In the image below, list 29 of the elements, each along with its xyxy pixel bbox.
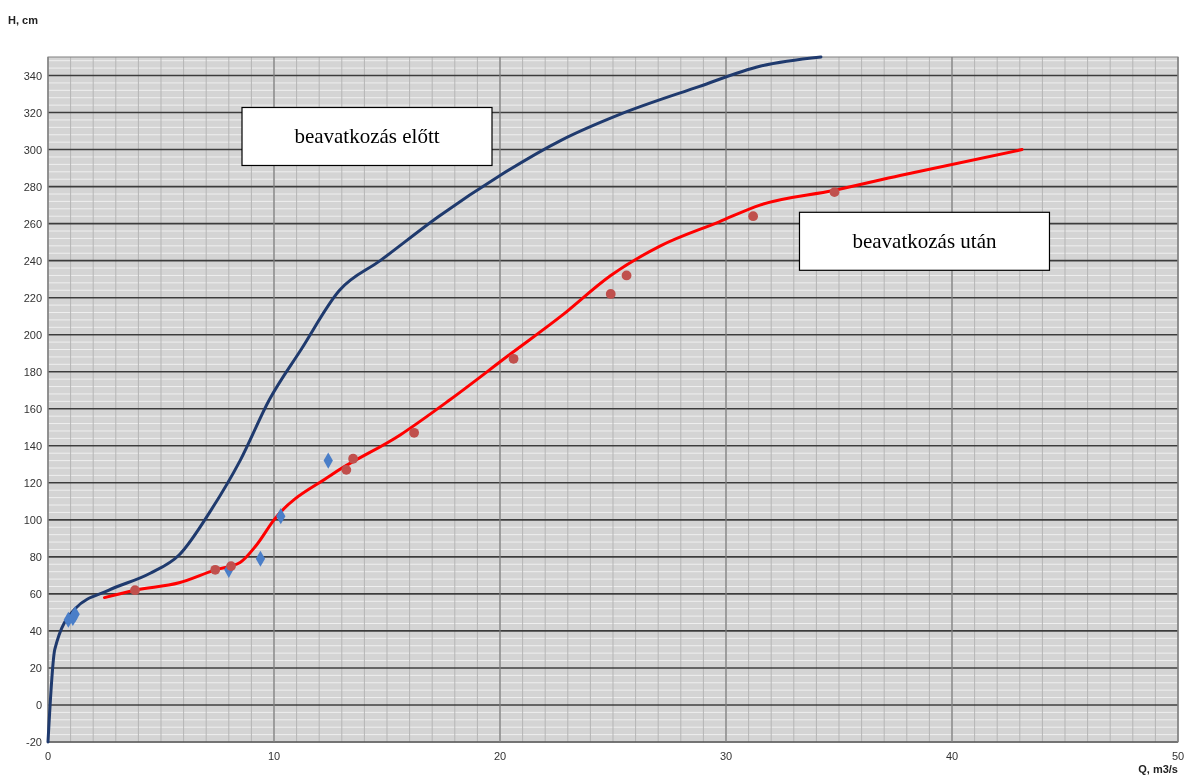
x-tick-label: 40 [945, 750, 959, 762]
y-tick-label: 340 [23, 69, 42, 82]
y-axis-title: H, cm [8, 14, 39, 26]
y-tick-label: 60 [29, 587, 42, 600]
series-label: beavatkozás után [852, 229, 997, 254]
y-tick-label: 240 [23, 254, 42, 267]
y-tick-label: 300 [23, 143, 42, 156]
y-tick-label: 160 [23, 402, 42, 415]
x-tick-label: 10 [267, 750, 281, 762]
x-tick-label: 30 [719, 750, 733, 762]
y-tick-label: -20 [26, 736, 42, 748]
text: beavatkozás előtt [294, 124, 440, 149]
y-tick-label: 20 [29, 661, 42, 674]
x-tick-label: 50 [1171, 750, 1185, 762]
y-tick-label: 220 [23, 291, 42, 304]
y-tick-label: 180 [23, 365, 42, 378]
x-tick-label: 0 [44, 750, 52, 762]
y-tick-label: 0 [35, 698, 42, 711]
y-tick-label: 200 [23, 328, 42, 341]
y-tick-label: 140 [23, 439, 42, 452]
y-tick-label: 320 [23, 106, 42, 119]
x-tick-label: 20 [493, 750, 507, 762]
y-tick-label: 80 [29, 550, 42, 563]
x-axis-title: Q, m3/s [1138, 763, 1178, 775]
y-tick-label: 100 [23, 513, 42, 526]
y-tick-label: 260 [23, 217, 42, 230]
y-tick-label: 120 [23, 476, 42, 489]
y-tick-label: 40 [29, 624, 42, 637]
y-tick-label: 280 [23, 180, 42, 193]
